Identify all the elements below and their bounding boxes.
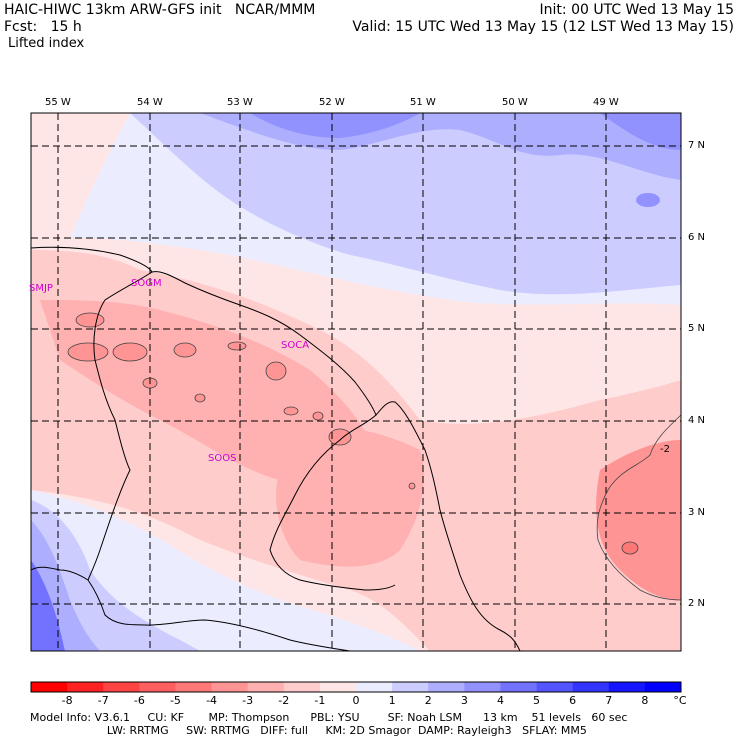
lat-label: 3 N — [688, 507, 706, 518]
colorbar-swatch — [428, 682, 465, 692]
colorbar-swatch — [247, 682, 285, 692]
model-info-line2: LW: RRTMG SW: RRTMG DIFF: full KM: 2D Sm… — [30, 724, 587, 737]
colorbar-swatch — [319, 682, 357, 692]
lon-label: 50 W — [502, 97, 528, 108]
colorbar-tick-label: 3 — [460, 694, 468, 707]
lon-label: 52 W — [319, 97, 345, 108]
station-label-sogm: SOGM — [131, 278, 162, 289]
colorbar-tick-label: -4 — [206, 694, 218, 707]
valid-time: Valid: 15 UTC Wed 13 May 15 (12 LST Wed … — [352, 19, 734, 35]
model-info-line1: Model Info: V3.6.1 CU: KF MP: Thompson P… — [30, 711, 628, 724]
colorbar-swatch — [500, 682, 538, 692]
colorbar-tick-label: 4 — [496, 694, 504, 707]
lon-label: 49 W — [593, 97, 619, 108]
colorbar-unit: °C — [673, 694, 687, 707]
lat-label: 6 N — [688, 232, 706, 243]
lon-label: 51 W — [410, 97, 436, 108]
colorbar-tick-label: 7 — [605, 694, 613, 707]
colorbar-swatch — [536, 682, 574, 692]
contour-label: -2 — [660, 444, 670, 455]
colorbar-swatch — [572, 682, 610, 692]
lat-label: 7 N — [688, 140, 706, 151]
colorbar-tick-label: 8 — [641, 694, 649, 707]
coastline-borders — [31, 246, 521, 651]
colorbar-swatch — [67, 682, 104, 692]
product-title: HAIC-HIWC 13km ARW-GFS init NCAR/MMM — [4, 2, 316, 18]
init-time: Init: 00 UTC Wed 13 May 15 — [539, 2, 734, 18]
lon-label: 54 W — [137, 97, 163, 108]
colorbar-tick-label: 2 — [424, 694, 432, 707]
station-label-soca: SOCA — [281, 340, 310, 351]
colorbar-tick-label: 5 — [533, 694, 541, 707]
colorbar-tick-label: -1 — [314, 694, 326, 707]
colorbar-tick-label: 0 — [352, 694, 360, 707]
colorbar-swatch — [464, 682, 501, 692]
colorbar-swatch — [139, 682, 176, 692]
colorbar-tick-label: 1 — [388, 694, 396, 707]
shaded-field — [31, 113, 681, 651]
colorbar-swatch — [31, 682, 68, 692]
colorbar-tick-label: -8 — [61, 694, 73, 707]
colorbar-swatch — [103, 682, 140, 692]
lat-label: 4 N — [688, 415, 706, 426]
colorbar-swatch — [644, 682, 682, 692]
colorbar-tick-label: -2 — [278, 694, 290, 707]
colorbar-tick-label: -7 — [97, 694, 109, 707]
colorbar-swatch — [392, 682, 429, 692]
lat-label: 2 N — [688, 598, 706, 609]
lat-label: 5 N — [688, 323, 706, 334]
field-name: Lifted index — [8, 36, 85, 51]
lon-label: 53 W — [227, 97, 253, 108]
colorbar-swatch — [211, 682, 249, 692]
colorbar-tick-label: -5 — [169, 694, 181, 707]
colorbar-tick-label: -6 — [133, 694, 145, 707]
colorbar-swatch — [356, 682, 393, 692]
colorbar-tick-label: -3 — [242, 694, 254, 707]
station-label-smjp: SMJP — [29, 283, 53, 294]
lat-lon-grid — [31, 113, 681, 651]
colorbar-tick-label: 6 — [569, 694, 577, 707]
colorbar — [31, 682, 682, 692]
lon-label: 55 W — [45, 97, 71, 108]
forecast-hour: Fcst: 15 h — [4, 19, 82, 35]
colorbar-swatch — [175, 682, 213, 692]
colorbar-swatch — [608, 682, 646, 692]
colorbar-swatch — [283, 682, 321, 692]
station-label-soos: SOOS — [208, 453, 237, 464]
